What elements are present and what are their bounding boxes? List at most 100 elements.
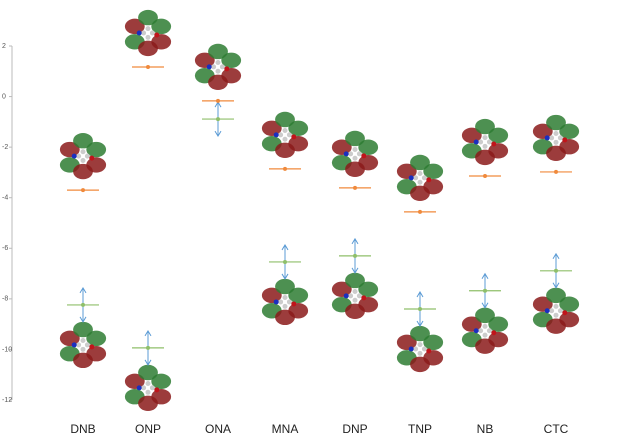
atom (482, 135, 488, 141)
x-tick-label: MNA (272, 422, 299, 435)
orbital-lobe (345, 161, 365, 177)
atom (76, 153, 82, 159)
atom (486, 328, 492, 334)
arrow-head (79, 286, 87, 323)
atom (80, 158, 86, 164)
atom (408, 346, 414, 352)
orbital-lobe (345, 303, 365, 319)
y-tick-label: -4 (2, 195, 8, 202)
atom (149, 385, 155, 391)
orbital-lobe (559, 296, 580, 312)
orbital-lobe (138, 364, 158, 381)
level-marker (283, 259, 287, 264)
atom (89, 155, 95, 161)
x-tick-label: TNP (408, 422, 432, 435)
orbital-lobe (423, 163, 444, 179)
atom (291, 301, 297, 307)
atom (482, 332, 488, 338)
atom (80, 346, 86, 352)
orbital-lobe (461, 316, 482, 332)
atom (141, 30, 147, 36)
atom (553, 303, 559, 309)
atom (421, 175, 427, 181)
atom (549, 135, 555, 141)
atom (219, 64, 225, 70)
atom (478, 328, 484, 334)
level-marker (483, 288, 487, 293)
orbital-lobe (396, 334, 417, 351)
atom (486, 139, 492, 145)
orbital-lobe (151, 18, 172, 35)
atom (361, 295, 367, 301)
orbital-lobe (59, 330, 80, 347)
level-marker (216, 117, 220, 122)
y-tick-label: -2 (2, 144, 8, 151)
level-marker (81, 302, 85, 307)
x-tick-label: ONP (135, 422, 161, 435)
atom (417, 170, 423, 176)
orbital-lobe (208, 43, 228, 60)
atom (136, 30, 142, 36)
level-marker (216, 98, 220, 103)
orbital-lobe (331, 139, 352, 155)
level-marker (554, 169, 558, 174)
atom (482, 143, 488, 149)
atom (273, 299, 279, 305)
atom (278, 299, 284, 305)
orbital-lobe (345, 130, 365, 147)
orbital-lobe (410, 356, 430, 373)
orbital-lobe (559, 123, 580, 140)
orbital-lobe (410, 325, 430, 342)
orbital-lobe (73, 321, 93, 338)
orbital-lobe (488, 316, 509, 332)
atom (352, 297, 358, 303)
atom (282, 127, 288, 133)
orbital-lobe (86, 330, 107, 347)
atom (291, 134, 297, 140)
atom (473, 139, 479, 145)
level-marker (483, 173, 487, 178)
orbital-lobe (475, 307, 495, 324)
atom (413, 175, 419, 181)
arrow-head (416, 290, 424, 327)
atom (84, 342, 90, 348)
level-marker (146, 64, 150, 69)
atom (557, 135, 563, 141)
atom (149, 30, 155, 36)
atom (206, 64, 212, 70)
level-marker (418, 306, 422, 311)
orbital-lobe (423, 334, 444, 351)
atom (145, 389, 151, 395)
atom (286, 132, 292, 138)
atom (343, 293, 349, 299)
atom (352, 146, 358, 152)
x-tick-label: DNB (70, 422, 95, 435)
atom (562, 137, 568, 143)
orbital-lobe (288, 120, 309, 136)
orbital-lobe (275, 142, 295, 158)
atom (215, 68, 221, 74)
orbital-lobe (488, 127, 509, 144)
orbital-lobe (275, 309, 295, 326)
orbital-lobe (275, 278, 295, 295)
orbital-lobe (475, 149, 495, 166)
atom (141, 385, 147, 391)
atom (553, 131, 559, 137)
orbital-lobe (124, 373, 145, 390)
atom (145, 381, 151, 387)
atom (426, 348, 432, 354)
x-tick-label: DNP (342, 422, 367, 435)
atom (356, 293, 362, 299)
atom (136, 385, 142, 391)
atom (417, 179, 423, 185)
atom (282, 295, 288, 301)
atom (361, 153, 367, 159)
atom (553, 312, 559, 318)
orbital-lobe (124, 18, 145, 35)
atom (413, 346, 419, 352)
atom (278, 132, 284, 138)
arrow-head (281, 243, 289, 280)
atom (417, 350, 423, 356)
level-marker (353, 185, 357, 190)
orbital-illustrations (59, 9, 580, 412)
